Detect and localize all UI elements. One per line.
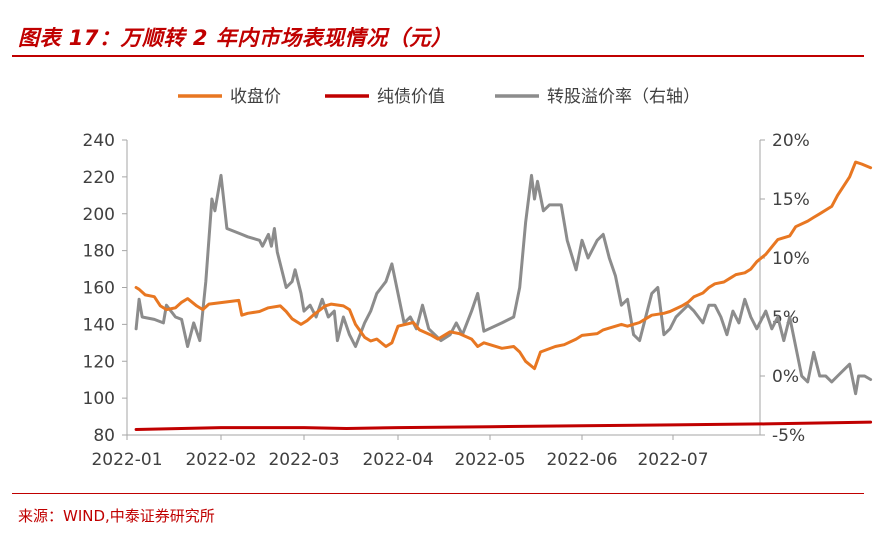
y-left-tick-label: 200 [83, 205, 115, 225]
y-right-tick-label: -5% [772, 426, 805, 446]
x-tick-label: 2022-05 [454, 450, 525, 470]
y-left-tick-label: 220 [83, 168, 115, 188]
x-tick-label: 2022-03 [268, 450, 339, 470]
y-right-tick-label: 20% [772, 131, 810, 151]
y-left-tick-label: 80 [93, 426, 115, 446]
y-right-tick-label: 10% [772, 249, 810, 269]
y-left-tick-label: 100 [83, 389, 115, 409]
series-line-conversion-premium [134, 173, 873, 396]
x-tick-label: 2022-02 [185, 450, 256, 470]
x-tick-label: 2022-01 [91, 450, 162, 470]
y-left-tick-label: 240 [83, 131, 115, 151]
y-left-tick-label: 160 [83, 279, 115, 299]
chart-title: 图表 17：万顺转 2 年内市场表现情况（元） [18, 26, 453, 50]
legend-conversion-premium-label: 转股溢价率（右轴） [547, 87, 700, 107]
y-right-tick-label: 15% [772, 190, 810, 210]
series-line-bond-value [134, 420, 873, 431]
footer-rule [12, 493, 864, 494]
y-left-tick-label: 140 [83, 315, 115, 335]
legend-bond-value-label: 纯债价值 [377, 87, 445, 107]
y-right-tick-label: 0% [772, 367, 799, 387]
legend-close-price-label: 收盘价 [230, 87, 281, 107]
source-note: 来源：WIND,中泰证券研究所 [18, 507, 215, 525]
x-tick-label: 2022-07 [637, 450, 708, 470]
y-left-tick-label: 120 [83, 352, 115, 372]
series-line-close-price [134, 160, 873, 371]
title-rule [12, 55, 864, 57]
x-tick-label: 2022-06 [546, 450, 617, 470]
x-tick-label: 2022-04 [362, 450, 433, 470]
y-left-tick-label: 180 [83, 242, 115, 262]
